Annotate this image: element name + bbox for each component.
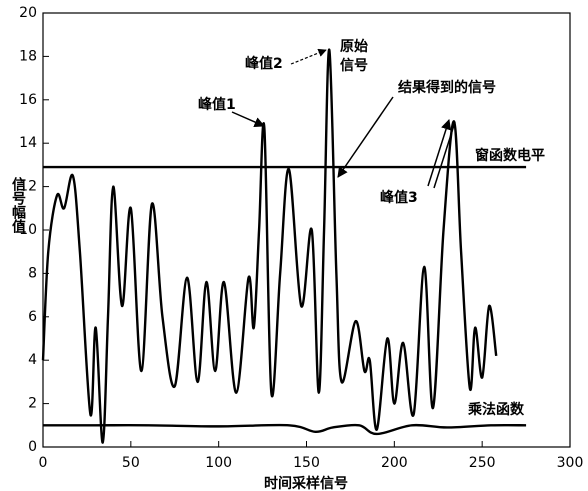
annotation: 峰值3 bbox=[380, 189, 418, 206]
x-tick-label: 100 bbox=[205, 455, 232, 471]
y-tick-label: 16 bbox=[19, 92, 37, 108]
x-tick-label: 250 bbox=[469, 455, 496, 471]
y-tick-label: 2 bbox=[28, 396, 37, 412]
arrow bbox=[290, 48, 327, 65]
y-axis-label: 信号幅值 bbox=[10, 176, 26, 233]
y-tick-label: 0 bbox=[28, 439, 37, 455]
y-tick-label: 18 bbox=[19, 48, 37, 64]
annotation: 信号 bbox=[340, 57, 368, 74]
y-tick-label: 8 bbox=[28, 265, 37, 281]
annotation: 原始 bbox=[340, 38, 368, 55]
annotation: 窗函数电平 bbox=[475, 147, 545, 164]
line-series bbox=[43, 423, 527, 436]
x-axis-label: 时间采样信号 bbox=[264, 475, 348, 491]
y-tick-label: 14 bbox=[19, 135, 37, 151]
arrow bbox=[427, 118, 452, 187]
x-tick-label: 50 bbox=[122, 455, 140, 471]
annotation: 峰值1 bbox=[198, 96, 236, 113]
annotation: 峰值2 bbox=[245, 55, 283, 72]
line-series bbox=[41, 48, 498, 444]
y-tick-label: 12 bbox=[19, 179, 37, 195]
y-tick-label: 4 bbox=[28, 352, 37, 368]
y-tick-label: 6 bbox=[28, 309, 37, 325]
arrow bbox=[231, 111, 265, 128]
plot-frame bbox=[42, 12, 571, 448]
x-tick-label: 300 bbox=[557, 455, 584, 471]
annotation: 结果得到的信号 bbox=[398, 79, 496, 96]
x-tick-label: 0 bbox=[39, 455, 48, 471]
x-tick-label: 200 bbox=[381, 455, 408, 471]
annotation: 乘法函数 bbox=[467, 401, 525, 418]
y-tick-label: 10 bbox=[19, 222, 37, 238]
x-tick-label: 150 bbox=[293, 455, 320, 471]
y-tick-label: 20 bbox=[19, 5, 37, 21]
arrow bbox=[337, 96, 394, 178]
